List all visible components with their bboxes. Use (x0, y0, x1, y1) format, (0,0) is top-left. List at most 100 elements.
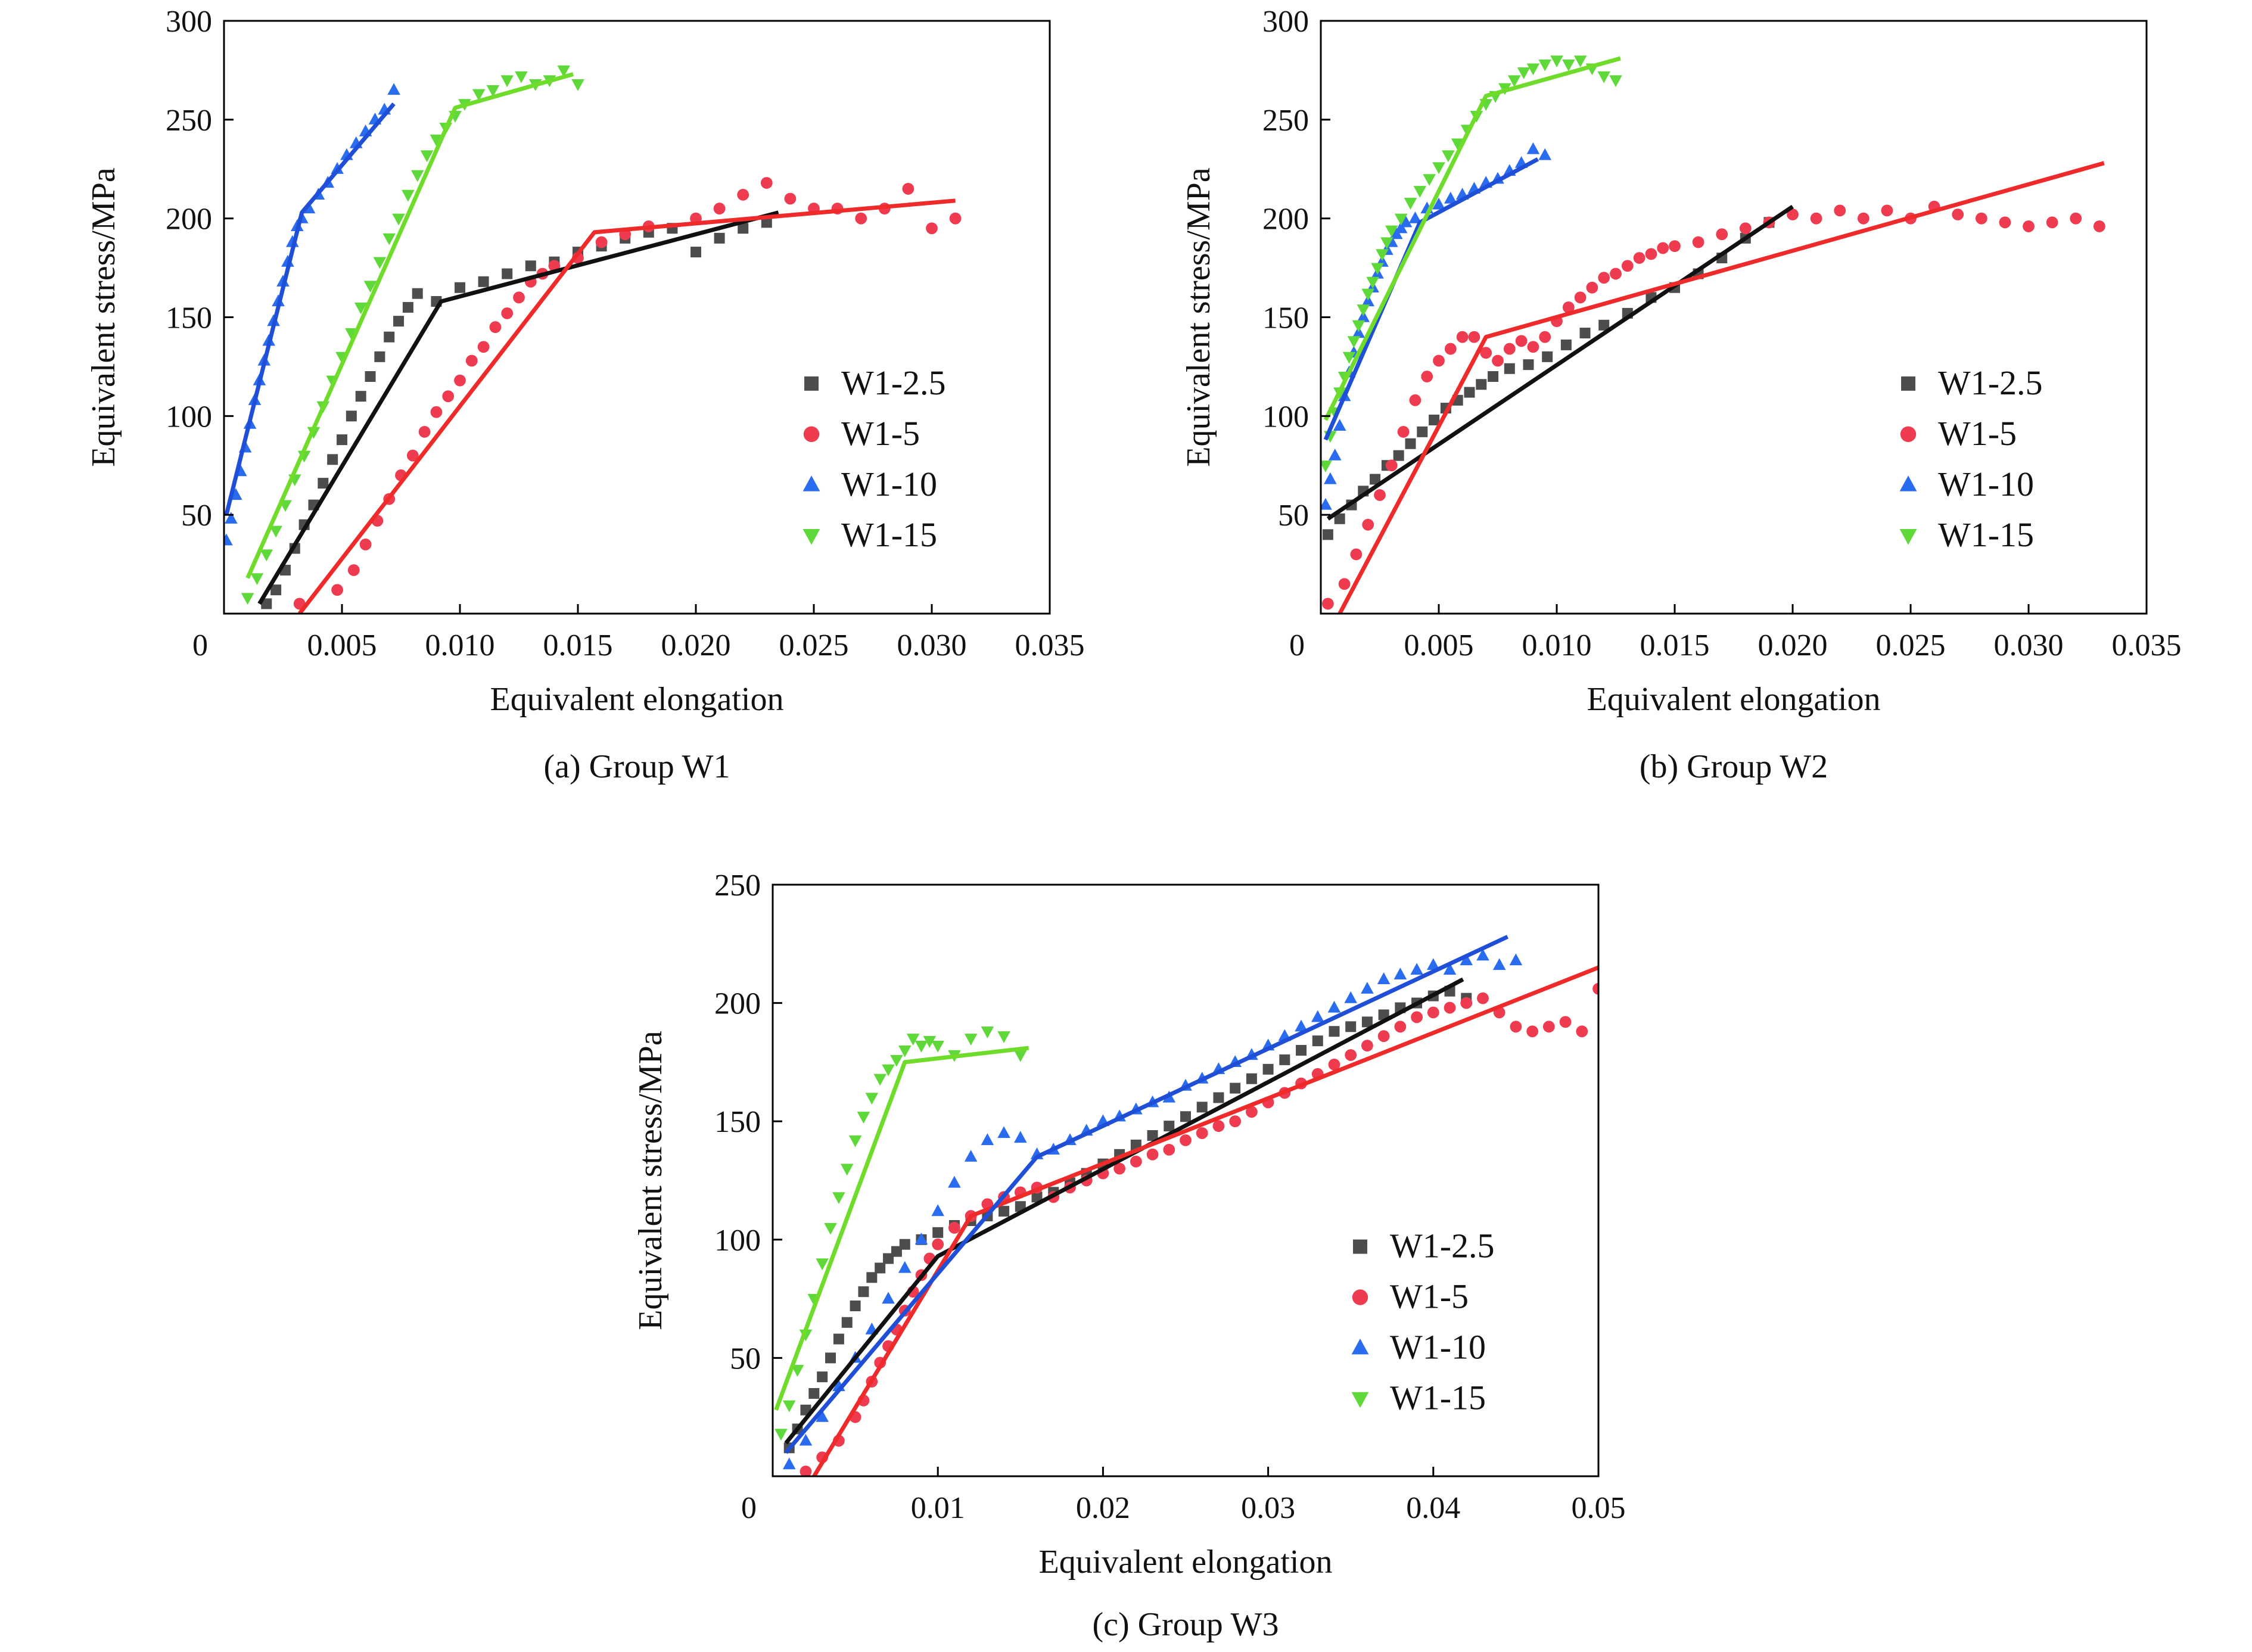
data-point-w1-15 (430, 134, 443, 147)
data-point-w1-2-5 (1279, 1054, 1290, 1065)
data-point-w1-2-5 (1560, 339, 1572, 350)
data-point-w1-10 (1427, 958, 1440, 970)
legend: W1-2.5 W1-5 W1-10 W1-15 (802, 363, 946, 554)
data-point-w1-5 (1645, 248, 1657, 260)
data-point-w1-5 (932, 1238, 944, 1250)
data-point-w1-2-5 (1429, 414, 1440, 425)
data-point-w1-2-5 (1405, 438, 1416, 449)
data-point-w1-10 (1014, 1131, 1027, 1143)
x-tick-label: 0 (192, 629, 208, 662)
data-point-w1-5 (1163, 1143, 1175, 1156)
data-point-w1-5 (1598, 272, 1610, 284)
data-point-w1-5 (784, 192, 797, 205)
data-point-w1-5 (1834, 204, 1846, 217)
data-point-w1-5 (1394, 1021, 1407, 1033)
data-point-w1-5 (1542, 1021, 1555, 1033)
data-point-w1-2-5 (1164, 1121, 1175, 1132)
data-point-w1-2-5 (1329, 1026, 1340, 1037)
data-point-w1-15 (964, 1034, 978, 1046)
data-point-w1-5 (1411, 1011, 1423, 1023)
data-point-w1-15 (1385, 225, 1398, 238)
data-point-w1-15 (354, 302, 368, 315)
panel-c: 0 0.01 0.02 0.03 0.04 0.05 50 100 150 200 250 Equiv… (632, 869, 1626, 1643)
data-point-w1-5 (713, 203, 726, 214)
data-point-w1-5 (1515, 335, 1528, 347)
data-point-w1-15 (1451, 138, 1464, 151)
data-point-w1-2-5 (899, 1239, 910, 1250)
data-point-w1-15 (363, 281, 377, 293)
data-point-w1-15 (1597, 71, 1610, 83)
data-point-w1-5 (1468, 331, 1480, 343)
data-point-w1-15 (472, 89, 486, 101)
x-axis-title: Equivalent elongation (1039, 1544, 1333, 1581)
data-point-w1-15 (882, 1064, 895, 1077)
data-point-w1-15 (269, 525, 282, 538)
data-point-w1-2-5 (384, 331, 395, 343)
data-point-w1-10 (1328, 448, 1342, 461)
data-point-w1-5 (1338, 578, 1351, 590)
x-tick-label: 0.005 (1404, 629, 1474, 662)
data-point-w1-5 (1527, 341, 1539, 353)
data-point-w1-5 (1374, 489, 1386, 501)
data-point-w1-10 (1460, 953, 1473, 966)
data-point-w1-10 (915, 1233, 928, 1245)
data-point-w1-15 (1361, 288, 1374, 301)
data-point-w1-5 (513, 291, 525, 304)
data-point-w1-2-5 (1246, 1073, 1257, 1084)
data-point-w1-5 (1574, 291, 1587, 304)
data-point-w1-5 (1952, 209, 1964, 220)
data-point-w1-2-5 (1262, 1063, 1274, 1075)
data-point-w1-5 (1361, 1040, 1373, 1051)
data-point-w1-10 (224, 533, 233, 546)
data-point-w1-15 (1321, 461, 1332, 472)
fit-line-w1-5 (1337, 161, 2105, 614)
data-point-w1-15 (906, 1034, 920, 1046)
data-point-w1-15 (816, 1258, 829, 1271)
data-point-w1-10 (1295, 1019, 1308, 1032)
data-point-w1-15 (1376, 249, 1389, 262)
data-point-w1-10 (964, 1150, 978, 1162)
data-point-w1-5 (2093, 220, 2105, 232)
x-tick-label: 0.01 (911, 1491, 965, 1525)
data-point-w1-15 (392, 213, 405, 226)
data-point-w1-10 (981, 1133, 994, 1146)
legend-marker (802, 475, 820, 491)
legend-marker (1899, 529, 1917, 545)
data-point-w1-5 (331, 584, 343, 596)
y-tick-label: 50 (730, 1342, 761, 1376)
data-point-w1-5 (1787, 209, 1799, 220)
data-point-w1-5 (1739, 222, 1752, 235)
data-point-w1-5 (406, 449, 419, 462)
data-point-w1-15 (1413, 186, 1427, 198)
data-point-w1-5 (1592, 982, 1598, 995)
data-point-w1-5 (2023, 220, 2035, 232)
data-point-w1-5 (1975, 212, 1987, 225)
data-point-w1-15 (923, 1036, 937, 1048)
x-tick-label: 0 (741, 1491, 757, 1525)
x-tick-label: 0.015 (1640, 629, 1710, 662)
data-point-w1-5 (465, 354, 478, 367)
data-point-w1-2-5 (412, 288, 423, 299)
data-point-w1-2-5 (1579, 328, 1591, 339)
data-point-w1-10 (1321, 497, 1332, 510)
data-point-w1-10 (1399, 215, 1413, 228)
data-point-w1-5 (1196, 1127, 1208, 1139)
data-point-w1-5 (948, 1222, 960, 1234)
data-point-w1-2-5 (841, 1317, 853, 1328)
data-point-w1-2-5 (355, 391, 366, 402)
data-point-w1-2-5 (833, 1333, 844, 1345)
data-point-w1-2-5 (1147, 1130, 1158, 1141)
legend-marker (803, 426, 820, 443)
data-point-w1-2-5 (1322, 529, 1333, 540)
data-point-w1-2-5 (1598, 319, 1610, 331)
plot-area (774, 935, 1598, 1476)
y-tick-label: 100 (1262, 400, 1309, 434)
data-point-w1-10 (997, 1126, 1010, 1138)
data-point-w1-2-5 (318, 478, 329, 489)
data-point-w1-5 (430, 406, 443, 418)
y-tick-label: 200 (1262, 203, 1309, 237)
y-tick-label: 250 (714, 869, 761, 903)
data-point-w1-15 (1394, 213, 1408, 226)
legend-label: W1-15 (841, 515, 937, 554)
data-point-w1-15 (500, 75, 514, 88)
